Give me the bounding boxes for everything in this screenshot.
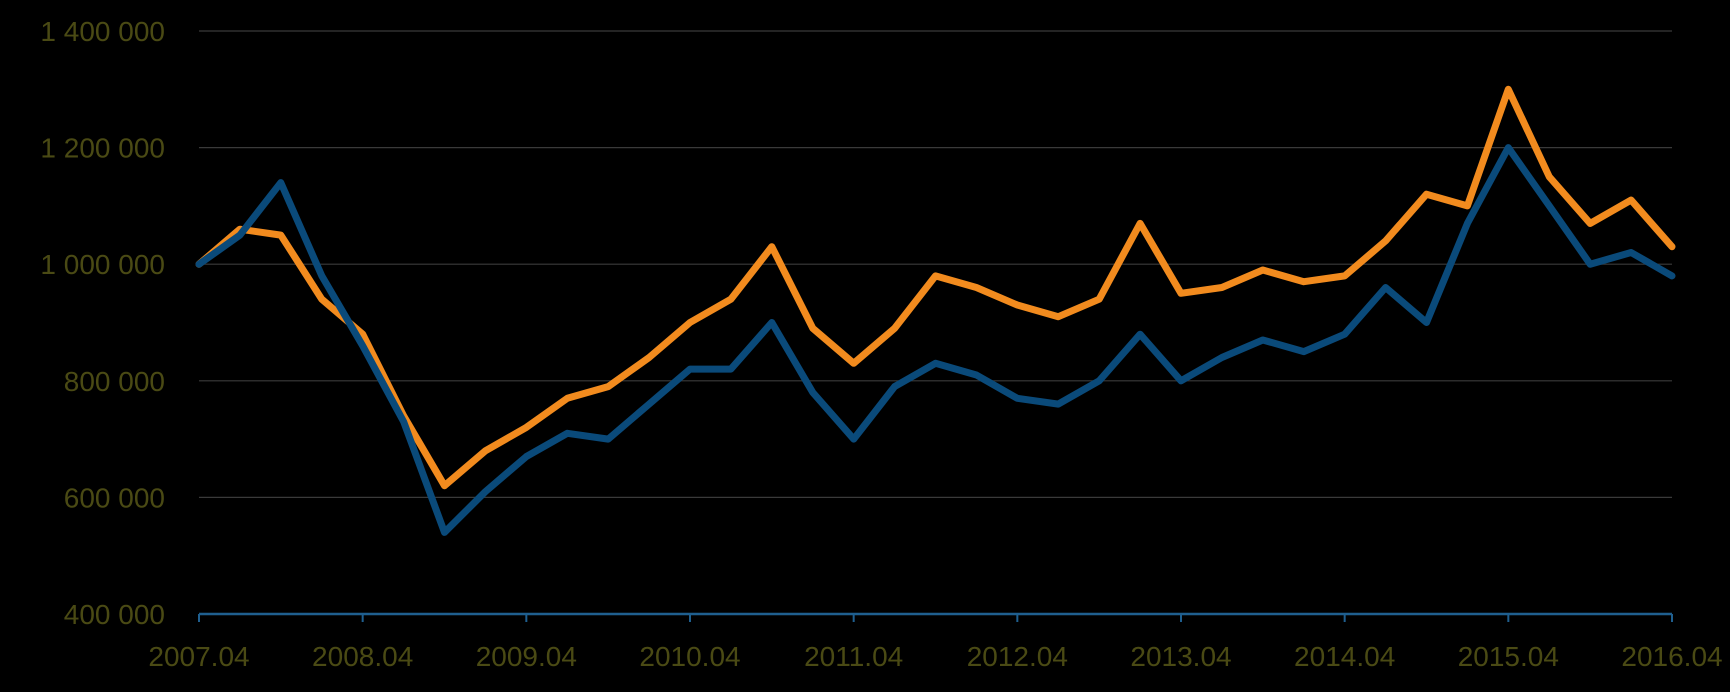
- x-tick-label: 2013.04: [1130, 641, 1231, 672]
- x-tick-label: 2016.04: [1621, 641, 1722, 672]
- x-tick-label: 2014.04: [1294, 641, 1395, 672]
- series-line-2: [195, 144, 1676, 536]
- y-tick-label: 600 000: [64, 482, 165, 513]
- series-layer: [195, 85, 1676, 536]
- x-tick-label: 2008.04: [312, 641, 413, 672]
- x-axis-labels: 2007.04 2008.04 2009.04 2010.04 2011.04 2012.…: [148, 641, 1722, 672]
- x-tick-label: 2010.04: [639, 641, 740, 672]
- y-tick-label: 1 200 000: [40, 133, 165, 164]
- x-tick-label: 2007.04: [148, 641, 249, 672]
- x-tick-label: 2012.04: [967, 641, 1068, 672]
- y-tick-label: 1 400 000: [40, 16, 165, 47]
- x-tick-label: 2015.04: [1458, 641, 1559, 672]
- series-line-1: [195, 85, 1676, 490]
- x-axis-ticks: [198, 614, 1673, 622]
- gridlines: [199, 30, 1672, 498]
- x-tick-label: 2011.04: [804, 641, 903, 672]
- x-tick-label: 2009.04: [476, 641, 577, 672]
- y-tick-label: 400 000: [64, 599, 165, 630]
- y-axis-labels: 400 000 600 000 800 000 1 000 000 1 200 000 1…: [40, 16, 165, 630]
- y-tick-label: 1 000 000: [40, 249, 165, 280]
- y-tick-label: 800 000: [64, 366, 165, 397]
